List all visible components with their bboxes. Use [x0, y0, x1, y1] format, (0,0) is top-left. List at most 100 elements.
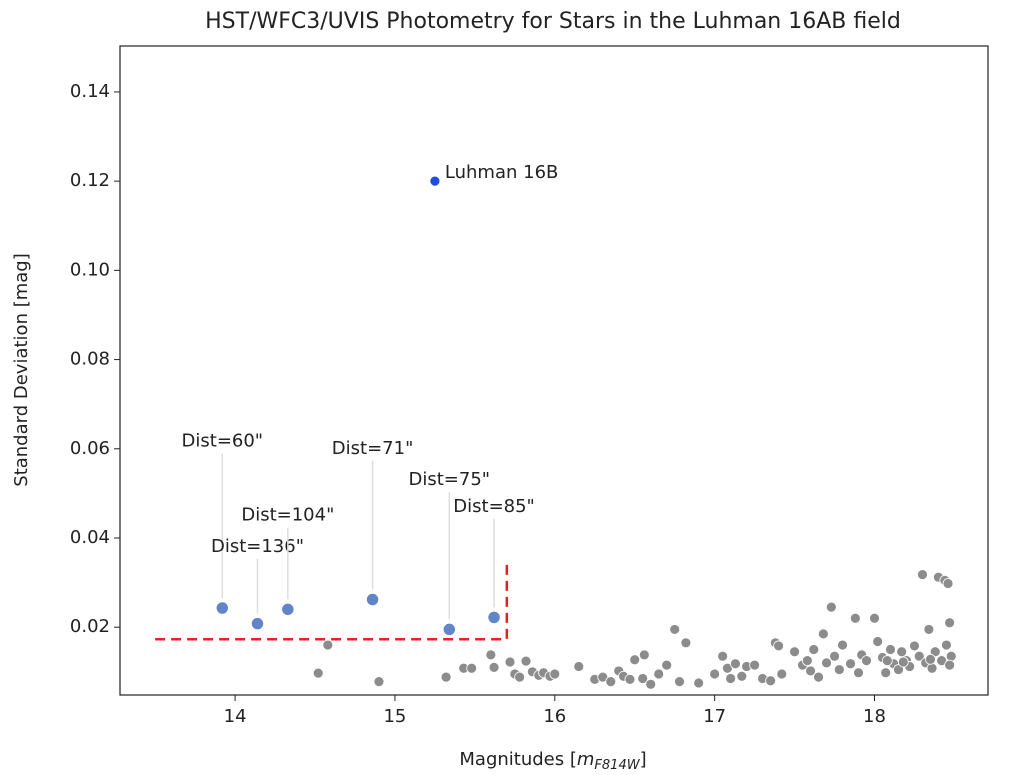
point — [929, 646, 941, 658]
point — [926, 662, 938, 674]
point-label: Luhman 16B — [445, 162, 558, 183]
point-label: Dist=136" — [211, 536, 304, 557]
point — [312, 667, 324, 679]
point — [817, 628, 829, 640]
point — [872, 636, 884, 647]
point — [429, 175, 441, 187]
point — [833, 664, 845, 675]
point — [605, 676, 617, 688]
point — [440, 671, 452, 683]
point — [897, 656, 909, 668]
point — [821, 657, 832, 669]
point — [925, 653, 936, 665]
point — [808, 644, 820, 655]
point — [853, 667, 864, 679]
y-tick-label: 0.12 — [70, 170, 110, 191]
point — [776, 668, 788, 680]
x-tick-label: 16 — [543, 706, 566, 727]
x-axis-label: Magnitudes [mF814W] — [459, 749, 646, 773]
y-tick-label: 0.02 — [70, 616, 110, 637]
point — [661, 659, 673, 671]
point — [944, 659, 956, 671]
point — [669, 624, 681, 635]
point — [917, 569, 928, 580]
point — [486, 610, 502, 625]
point — [638, 649, 650, 661]
chart-title: HST/WFC3/UVIS Photometry for Stars in th… — [205, 9, 901, 34]
point — [942, 578, 954, 589]
plot-frame — [119, 45, 989, 696]
point — [869, 612, 880, 624]
point — [773, 640, 784, 652]
y-tick-label: 0.04 — [70, 527, 110, 548]
x-tick-label: 14 — [224, 706, 247, 727]
point — [215, 600, 230, 616]
point — [442, 622, 457, 637]
point — [805, 665, 816, 677]
point — [725, 673, 737, 684]
point — [837, 639, 848, 651]
point-label: Dist=75" — [409, 469, 491, 490]
point — [629, 654, 641, 666]
point — [674, 676, 685, 688]
point — [365, 592, 380, 607]
point — [466, 662, 478, 674]
point — [645, 678, 657, 690]
point — [861, 655, 872, 667]
point-label: Dist=104" — [241, 505, 334, 526]
point-label: Dist=71" — [332, 438, 414, 459]
point — [945, 650, 957, 662]
x-tick-label: 18 — [863, 706, 886, 727]
point — [829, 650, 840, 662]
point — [885, 644, 896, 655]
y-tick-label: 0.10 — [70, 259, 110, 280]
y-axis-label: Standard Deviation [mag] — [11, 253, 32, 486]
point — [709, 668, 721, 680]
point — [765, 675, 777, 687]
point — [250, 616, 265, 631]
point — [485, 649, 497, 661]
point — [896, 646, 908, 658]
point — [573, 661, 585, 672]
point — [637, 673, 649, 684]
point — [624, 673, 636, 685]
point — [813, 671, 824, 683]
point — [893, 664, 904, 675]
point — [488, 661, 500, 673]
point — [789, 646, 800, 658]
point — [881, 655, 893, 667]
point-label: Dist=60" — [182, 431, 264, 452]
point — [801, 655, 813, 667]
point — [749, 659, 761, 671]
point — [549, 668, 561, 680]
point — [373, 676, 385, 688]
y-tick-label: 0.14 — [70, 81, 110, 102]
point — [849, 612, 861, 624]
point — [730, 658, 741, 670]
x-tick-label: 15 — [383, 706, 406, 727]
point — [280, 602, 296, 617]
point — [653, 668, 665, 680]
y-tick-label: 0.06 — [70, 438, 110, 459]
point — [913, 650, 925, 662]
point-label: Dist=85" — [453, 496, 535, 517]
point — [514, 671, 526, 683]
x-tick-label: 17 — [703, 706, 726, 727]
threshold-line — [155, 560, 509, 641]
y-tick-label: 0.08 — [70, 349, 110, 370]
point — [736, 670, 748, 682]
point — [504, 656, 516, 668]
point — [520, 655, 532, 667]
point — [825, 601, 837, 613]
point — [322, 639, 334, 651]
point — [923, 624, 935, 635]
point — [909, 640, 920, 652]
point — [944, 617, 956, 629]
point — [845, 658, 856, 670]
point — [717, 650, 729, 662]
point — [880, 667, 892, 679]
point — [941, 639, 952, 651]
point — [693, 677, 705, 689]
point — [680, 637, 692, 649]
